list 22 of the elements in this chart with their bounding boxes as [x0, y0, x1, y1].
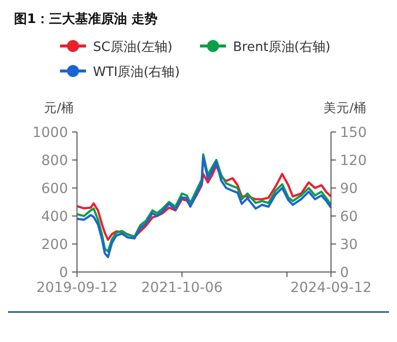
line-series — [76, 164, 332, 241]
chart-title: 图1：三大基准原油 走势 — [14, 11, 158, 27]
x-tick-label: 2021-10-06 — [141, 280, 223, 296]
y-axis-title: 元/桶 — [44, 100, 74, 115]
y-tick-label: 400 — [41, 209, 68, 225]
y-tick-label: 200 — [41, 237, 68, 253]
y2-tick-label: 90 — [340, 181, 358, 197]
y-tick-label: 600 — [41, 181, 68, 197]
y2-tick-label: 30 — [340, 237, 358, 253]
y2-tick-label: 60 — [340, 209, 358, 225]
y2-tick-label: 0 — [340, 265, 349, 281]
legend-label: Brent原油(右轴) — [233, 40, 330, 55]
y-tick-label: 0 — [59, 265, 68, 281]
y-tick-label: 800 — [41, 153, 68, 169]
y-tick-label: 1000 — [32, 125, 68, 141]
x-tick-label: 2024-09-12 — [290, 280, 372, 296]
y2-tick-label: 120 — [340, 153, 367, 169]
x-tick-label: 2019-09-12 — [36, 280, 118, 296]
y2-tick-label: 150 — [340, 125, 367, 141]
legend-label: WTI原油(右轴) — [93, 65, 180, 80]
legend-label: SC原油(左轴) — [93, 40, 172, 55]
y2-axis-title: 美元/桶 — [323, 100, 367, 115]
